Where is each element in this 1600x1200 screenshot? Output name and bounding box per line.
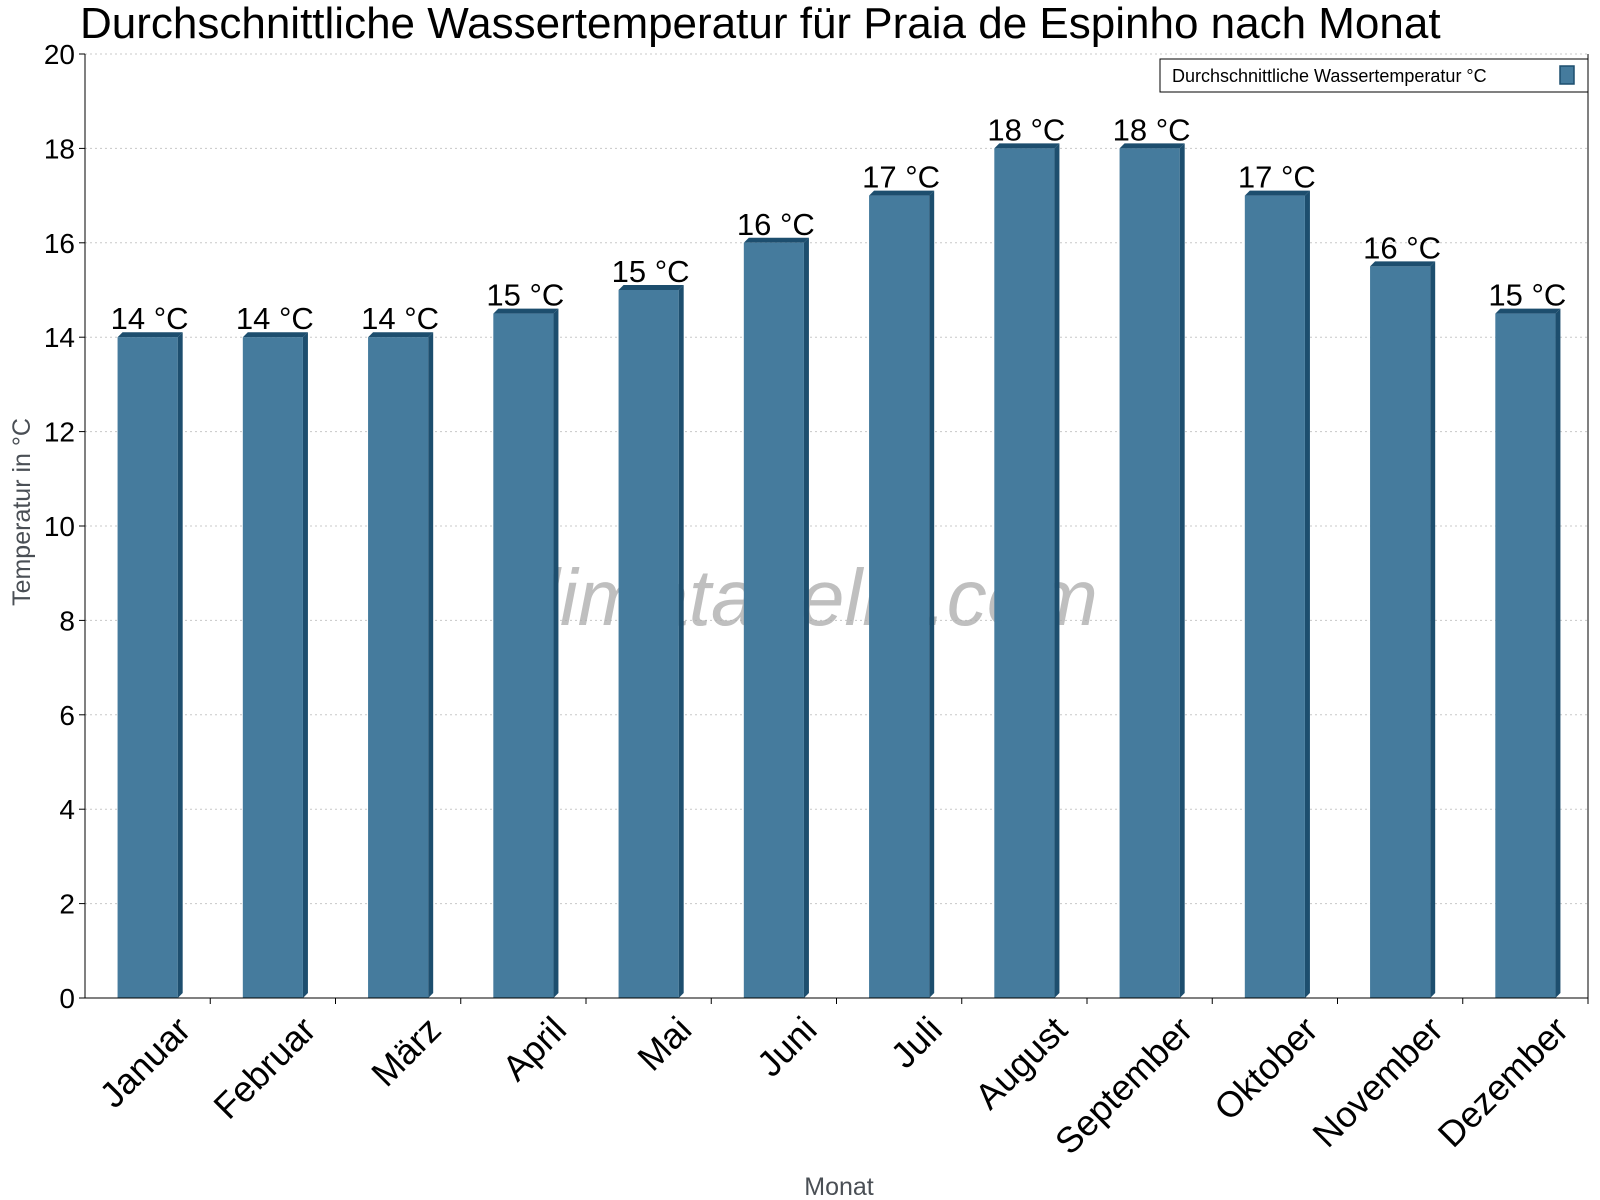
bar-top [1370, 261, 1436, 267]
value-label: 14 °C [236, 301, 314, 336]
grid-lines [85, 53, 1588, 905]
bar-side [553, 308, 559, 999]
legend: Durchschnittliche Wassertemperatur °C [1159, 58, 1589, 93]
bar-side [803, 237, 809, 999]
value-label: 18 °C [987, 112, 1065, 147]
bar-top [1244, 190, 1310, 196]
bar [994, 148, 1055, 998]
y-tick-label: 6 [59, 700, 75, 731]
bar-side [1054, 143, 1060, 998]
value-label: 17 °C [1238, 160, 1316, 195]
y-tick-label: 20 [44, 39, 75, 70]
bar-side [177, 332, 183, 998]
bar [743, 242, 804, 999]
bar-side [1555, 308, 1561, 999]
x-tick-label: Mai [629, 1009, 699, 1079]
value-label: 16 °C [1363, 230, 1441, 265]
bar-top [117, 332, 183, 338]
bar-top [368, 332, 434, 338]
x-tick-label: Juni [749, 1009, 825, 1085]
bar-side [1430, 261, 1436, 998]
bar-top [1495, 308, 1561, 314]
x-tick-label: November [1304, 1009, 1450, 1155]
bar-top [493, 308, 559, 314]
y-tick-label: 16 [44, 228, 75, 259]
x-tick-label: Oktober [1206, 1009, 1326, 1129]
bar [869, 195, 930, 999]
value-label: 17 °C [862, 160, 940, 195]
bar [1244, 195, 1305, 999]
x-tick-label: März [363, 1009, 449, 1095]
bar [242, 337, 303, 998]
bar [368, 337, 429, 998]
bar [117, 337, 178, 998]
y-tick-label: 0 [59, 983, 75, 1014]
bar-side [929, 190, 935, 999]
y-tick-label: 2 [59, 889, 75, 920]
bar-side [678, 285, 684, 998]
x-tick-label: August [967, 1009, 1075, 1117]
bar-top [994, 143, 1060, 149]
bar-side [1304, 190, 1310, 999]
value-label: 15 °C [612, 254, 690, 289]
x-tick-label: Dezember [1430, 1009, 1576, 1155]
y-tick-label: 4 [59, 794, 75, 825]
y-tick-label: 8 [59, 605, 75, 636]
bar [1119, 148, 1180, 998]
x-tick-label: April [494, 1009, 574, 1089]
x-tick-label: Juli [883, 1009, 950, 1076]
bar-side [302, 332, 308, 998]
bar-top [869, 190, 935, 196]
bar [618, 290, 679, 998]
legend-box [1159, 58, 1589, 93]
bar-side [428, 332, 434, 998]
legend-swatch [1559, 65, 1575, 85]
bar-top [618, 285, 684, 290]
value-label: 14 °C [361, 301, 439, 336]
bar-top [1119, 143, 1185, 149]
bar [1495, 313, 1556, 999]
value-label: 15 °C [1488, 278, 1566, 313]
value-label: 16 °C [737, 207, 815, 242]
value-label: 18 °C [1113, 112, 1191, 147]
x-tick-label: Februar [205, 1009, 323, 1127]
bar [1370, 266, 1431, 998]
bar-top [242, 332, 308, 338]
bars: 14 °C 14 °C 14 °C 15 °C 15 °C 16 °C 17 °C 18 °C… [111, 112, 1566, 999]
bar [493, 313, 554, 999]
chart-title: Durchschnittliche Wassertemperatur für P… [80, 0, 1441, 48]
x-tick-label: September [1047, 1009, 1201, 1163]
value-label: 14 °C [111, 301, 189, 336]
x-axis-title: Monat [804, 1173, 874, 1200]
y-axis-title: Temperatur in °C [8, 418, 36, 606]
bar-top [743, 237, 809, 243]
value-label: 15 °C [486, 278, 564, 313]
legend-label: Durchschnittliche Wassertemperatur °C [1172, 66, 1487, 86]
x-tick-label: Januar [91, 1009, 198, 1116]
bar-side [1179, 143, 1185, 998]
y-tick-label: 12 [44, 417, 75, 448]
y-tick-label: 10 [44, 511, 75, 542]
y-tick-label: 14 [44, 322, 75, 353]
y-tick-label: 18 [44, 133, 75, 164]
